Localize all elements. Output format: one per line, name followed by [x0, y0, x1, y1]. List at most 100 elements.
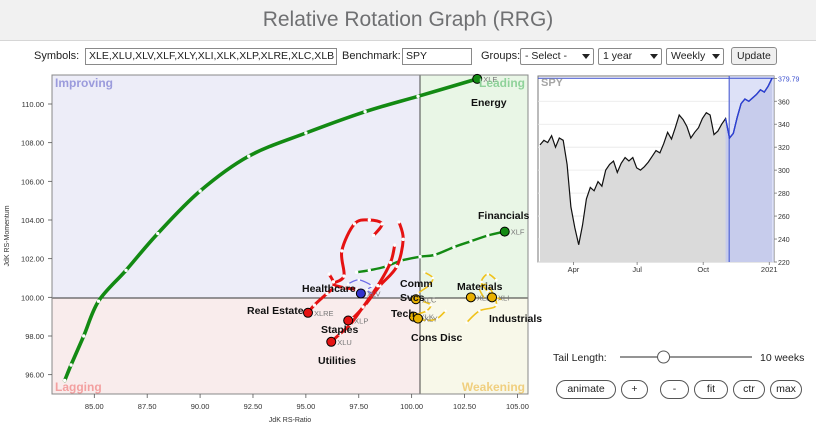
- tail-point-xlc: [427, 284, 430, 288]
- tail-point-xlc: [416, 292, 420, 295]
- tail-point-xlv: [367, 218, 372, 222]
- rrg-axes: 85.00 87.50 90.00 92.50 95.00 97.50 100.00 102.…: [21, 100, 529, 411]
- tail-point-xlf: [433, 253, 437, 257]
- head-label-xli: XLI: [498, 293, 509, 302]
- spy-y-tick-label: 220: [778, 260, 790, 267]
- y-tick-label: 108.00: [21, 139, 44, 148]
- spy-chart: SPY 220 240 260 280 300 320 340 360 379.79 Apr Jul…: [537, 75, 800, 274]
- zoom-in-button[interactable]: +: [621, 380, 648, 399]
- toolbar: Symbols: XLE,XLU,XLV,XLF,XLY,XLI,XLK,XLP…: [0, 44, 816, 70]
- annotation-comm-svcs-line1: Comm: [400, 278, 433, 290]
- interval-select[interactable]: Weekly: [666, 48, 724, 65]
- head-xlre: [302, 307, 313, 318]
- x-tick-label: 90.00: [191, 402, 210, 411]
- tail-point-xlb: [486, 284, 490, 288]
- tail-point-spy-tail: [370, 284, 373, 288]
- groups-select[interactable]: - Select -: [520, 48, 594, 65]
- period-select[interactable]: 1 year: [598, 48, 662, 65]
- max-button[interactable]: max: [770, 380, 802, 399]
- head-xlu: [326, 336, 337, 347]
- x-tick-label: 97.50: [349, 402, 368, 411]
- tail-length-value: 10 weeks: [760, 352, 805, 364]
- spy-x-tick-label: Apr: [568, 265, 580, 274]
- annotation-industrials: Industrials: [489, 313, 542, 325]
- tail-point-xly: [425, 319, 428, 322]
- tail-point-xlc: [423, 270, 426, 274]
- animate-button[interactable]: animate: [556, 380, 616, 399]
- head-xlv: [355, 288, 366, 299]
- quadrant-labels: Improving Leading Lagging Weakening: [55, 76, 525, 394]
- spy-y-tick-label: 360: [778, 99, 790, 106]
- y-axis-label: JdK RS-Momentum: [4, 205, 11, 266]
- x-tick-label: 85.00: [85, 402, 104, 411]
- tail-point-xlf: [418, 255, 422, 259]
- quadrant-label-leading: Leading: [479, 76, 525, 90]
- page-title: Relative Rotation Graph (RRG): [0, 0, 816, 41]
- x-tick-label: 92.50: [244, 402, 263, 411]
- tail-xlf: [355, 230, 506, 274]
- head-label-xlf: XLF: [511, 228, 525, 237]
- annotation-utilities: Utilities: [318, 355, 356, 367]
- tail-point-xlb: [478, 286, 481, 289]
- head-label-xlv: XLV: [367, 289, 381, 298]
- y-tick-label: 110.00: [22, 100, 44, 109]
- tail-point-xle: [96, 299, 101, 303]
- tail-point-xle: [124, 268, 128, 272]
- tail-point-xlf: [354, 270, 359, 274]
- spy-y-tick-label: 379.79: [778, 77, 800, 84]
- tail-point-spy-tail: [365, 288, 369, 291]
- groups-label: Groups:: [481, 50, 521, 62]
- head-xli: [487, 292, 498, 303]
- tail-point-xlb: [478, 309, 481, 313]
- zoom-out-button[interactable]: -: [660, 380, 689, 399]
- tail-point-xlv: [380, 222, 384, 226]
- spy-price-line-highlight: [724, 77, 773, 140]
- annotation-energy: Energy: [471, 97, 507, 109]
- tail-point-xle: [198, 189, 202, 193]
- tail-length-label: Tail Length:: [553, 352, 607, 364]
- y-tick-label: 96.00: [25, 371, 44, 380]
- spy-x-tick-label: 2021: [761, 265, 778, 274]
- tail-point-xlf: [452, 245, 456, 249]
- tail-point-xli: [486, 272, 490, 276]
- fit-button[interactable]: fit: [694, 380, 728, 399]
- spy-y-tick-label: 260: [778, 214, 790, 221]
- head-label-xlu: XLU: [337, 338, 352, 347]
- tail-point-xlk: [429, 303, 432, 307]
- benchmark-input[interactable]: SPY: [402, 48, 472, 65]
- tail-point-xlv: [342, 285, 346, 290]
- x-tick-label: 105.00: [506, 402, 529, 411]
- tail-point-xle: [62, 378, 67, 383]
- annotation-cons-disc: Cons Disc: [411, 332, 463, 344]
- y-tick-label: 98.00: [25, 332, 44, 341]
- y-tick-label: 104.00: [21, 216, 44, 225]
- tail-slider[interactable]: [620, 350, 752, 364]
- annotation-real-estate: Real Estate: [247, 305, 304, 317]
- tail-point-xlf: [469, 239, 473, 243]
- y-tick-label: 102.00: [21, 255, 44, 264]
- tail-point-xlf: [367, 268, 372, 272]
- head-xlb: [465, 292, 476, 303]
- tail-xlv: [331, 218, 384, 295]
- tail-point-xlu: [388, 260, 393, 265]
- quadrant-weakening: [420, 298, 528, 394]
- tail-point-xlk: [425, 309, 428, 313]
- tail-slider-thumb[interactable]: [657, 350, 671, 364]
- spy-area-highlight: [725, 78, 772, 262]
- head-label-xlb: XLB: [477, 293, 491, 302]
- annotation-staples: Staples: [321, 324, 359, 336]
- tail-point-spy-tail: [357, 278, 361, 282]
- annotation-tech: Tech: [391, 308, 415, 320]
- center-button[interactable]: ctr: [733, 380, 765, 399]
- head-xlp: [343, 315, 354, 326]
- spy-axes: 220 240 260 280 300 320 340 360 379.79 Apr Jul Oct 2…: [568, 77, 800, 274]
- symbols-input[interactable]: XLE,XLU,XLV,XLF,XLY,XLI,XLK,XLP,XLRE,XLC…: [85, 48, 337, 65]
- y-tick-label: 106.00: [21, 177, 44, 186]
- tail-point-xlre: [325, 291, 329, 296]
- spy-area: [540, 78, 772, 262]
- tail-point-xly: [444, 309, 447, 313]
- annotation-comm-svcs-line2: Svcs: [400, 292, 425, 304]
- update-button[interactable]: Update: [731, 47, 777, 65]
